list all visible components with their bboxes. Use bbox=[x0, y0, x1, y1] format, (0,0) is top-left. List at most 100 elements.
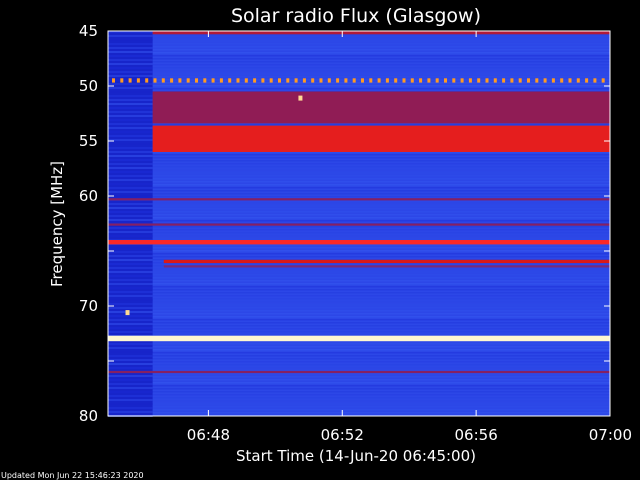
heatmap-initial-texture bbox=[108, 211, 153, 213]
heatmap-texture-row bbox=[108, 358, 610, 360]
heatmap-texture-row bbox=[108, 289, 610, 291]
heatmap-texture-row bbox=[108, 244, 610, 246]
heatmap-initial-texture bbox=[108, 263, 153, 265]
heatmap-texture-row bbox=[108, 313, 610, 315]
heatmap-band-dot bbox=[551, 78, 555, 83]
heatmap-band-dot bbox=[261, 78, 265, 83]
heatmap-texture-row bbox=[108, 298, 610, 300]
heatmap-initial-texture bbox=[108, 231, 153, 233]
heatmap-texture-row bbox=[108, 211, 610, 213]
heatmap-band-dot bbox=[361, 78, 364, 83]
heatmap-texture-row bbox=[108, 406, 610, 408]
heatmap-initial-texture bbox=[108, 91, 153, 93]
heatmap-initial-texture bbox=[108, 311, 153, 313]
heatmap-initial-texture bbox=[108, 219, 153, 221]
x-tick-label: 07:00 bbox=[589, 426, 632, 444]
heatmap-texture-row bbox=[108, 400, 610, 402]
heatmap-initial-texture bbox=[108, 351, 153, 353]
heatmap-texture-row bbox=[108, 157, 610, 159]
heatmap-band-dot bbox=[153, 78, 157, 83]
heatmap-initial-texture bbox=[108, 47, 153, 49]
heatmap-band-dot bbox=[120, 78, 124, 83]
heatmap-initial-texture bbox=[108, 159, 153, 161]
heatmap-texture-row bbox=[108, 259, 610, 261]
heatmap-initial-texture bbox=[108, 147, 153, 149]
heatmap-texture-row bbox=[108, 172, 610, 174]
heatmap-texture-row bbox=[108, 319, 610, 321]
heatmap-texture-row bbox=[108, 58, 610, 60]
heatmap-initial-texture bbox=[108, 379, 153, 381]
heatmap-texture-row bbox=[108, 409, 610, 411]
heatmap-initial-texture bbox=[108, 387, 153, 389]
heatmap-band-dot bbox=[560, 78, 564, 83]
heatmap-band-dot bbox=[236, 78, 240, 83]
heatmap-initial-texture bbox=[108, 271, 153, 273]
heatmap-initial-texture bbox=[108, 295, 153, 297]
heatmap-initial-texture bbox=[108, 227, 153, 229]
heatmap-texture-row bbox=[108, 370, 610, 372]
heatmap-initial-texture bbox=[108, 67, 153, 69]
y-axis-label: Frequency [MHz] bbox=[48, 161, 66, 287]
heatmap-band-dot bbox=[585, 78, 589, 83]
heatmap-texture-row bbox=[108, 283, 610, 285]
heatmap-band bbox=[163, 259, 610, 264]
heatmap-band-dot bbox=[535, 78, 539, 83]
heatmap-initial-texture bbox=[108, 355, 153, 357]
heatmap-texture-row bbox=[108, 55, 610, 57]
heatmap-initial-texture bbox=[108, 315, 153, 317]
heatmap-initial-texture bbox=[108, 55, 153, 57]
heatmap-band-dot bbox=[228, 78, 232, 83]
y-axis-ticks: 45 50 55 60 70 80 bbox=[79, 22, 610, 425]
heatmap-texture-row bbox=[108, 391, 610, 393]
heatmap-band-dot bbox=[502, 78, 506, 83]
heatmap-initial-texture bbox=[108, 403, 153, 405]
heatmap-initial-texture bbox=[108, 411, 153, 413]
heatmap-texture-row bbox=[108, 367, 610, 369]
heatmap-initial-texture bbox=[108, 375, 153, 377]
heatmap-texture-row bbox=[108, 61, 610, 63]
heatmap-band-dot bbox=[444, 78, 447, 83]
heatmap-texture-row bbox=[108, 322, 610, 324]
heatmap-band-dot bbox=[128, 78, 132, 83]
heatmap-initial-texture bbox=[108, 407, 153, 409]
heatmap-initial-texture bbox=[108, 175, 153, 177]
heatmap-initial-texture bbox=[108, 171, 153, 173]
heatmap-texture-row bbox=[108, 280, 610, 282]
heatmap-texture-row bbox=[108, 382, 610, 384]
heatmap-texture-row bbox=[108, 238, 610, 240]
heatmap-initial-texture bbox=[108, 215, 153, 217]
y-tick-label: 50 bbox=[79, 77, 98, 95]
heatmap-spot bbox=[298, 95, 303, 101]
heatmap-initial-texture bbox=[108, 343, 153, 345]
y-tick-label: 55 bbox=[79, 132, 98, 150]
heatmap-band-dot bbox=[394, 78, 398, 83]
heatmap-band-dot bbox=[211, 78, 215, 83]
heatmap-band-dot bbox=[352, 78, 356, 83]
heatmap-texture-row bbox=[108, 85, 610, 87]
heatmap-texture-row bbox=[108, 274, 610, 276]
heatmap-initial-texture bbox=[108, 187, 153, 189]
heatmap-band-dot bbox=[477, 78, 481, 83]
heatmap-band-dot bbox=[311, 78, 315, 83]
heatmap-band-dot bbox=[294, 78, 298, 83]
heatmap-band bbox=[152, 31, 610, 35]
heatmap-texture-row bbox=[108, 193, 610, 195]
heatmap-band-dot bbox=[161, 78, 165, 83]
heatmap-band-dot bbox=[468, 78, 472, 83]
heatmap-texture-row bbox=[108, 403, 610, 405]
heatmap-texture-row bbox=[108, 397, 610, 399]
heatmap-texture-row bbox=[108, 124, 610, 126]
heatmap-texture-row bbox=[108, 325, 610, 327]
heatmap-plot-area bbox=[107, 30, 611, 417]
heatmap-texture-row bbox=[108, 232, 610, 234]
heatmap-texture-row bbox=[108, 175, 610, 177]
heatmap-band-dot bbox=[278, 78, 281, 83]
heatmap-band-dot bbox=[460, 78, 464, 83]
heatmap-initial-texture bbox=[108, 163, 153, 165]
heatmap-texture-row bbox=[108, 220, 610, 222]
heatmap-band-dot bbox=[568, 78, 572, 83]
heatmap-band-dot bbox=[410, 78, 414, 83]
heatmap-band-dot bbox=[145, 78, 149, 83]
heatmap-texture-row bbox=[108, 304, 610, 306]
heatmap-band-dot bbox=[186, 78, 190, 83]
